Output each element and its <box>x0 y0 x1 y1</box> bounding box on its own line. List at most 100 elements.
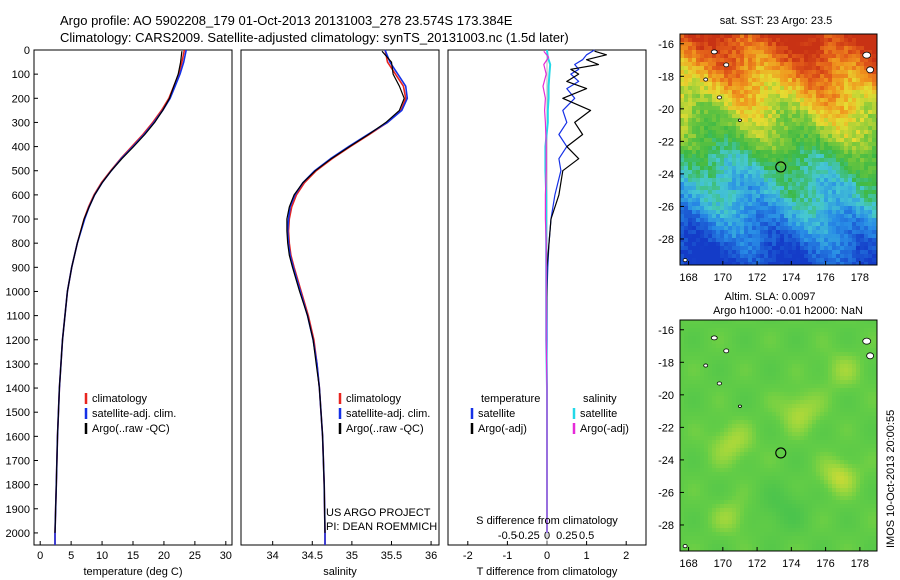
map-cell <box>680 54 685 59</box>
map-cell <box>836 444 841 449</box>
map-cell <box>688 436 693 441</box>
map-cell <box>688 348 693 353</box>
map-cell <box>856 360 861 365</box>
map-cell <box>764 190 769 195</box>
map-cell <box>700 38 705 43</box>
map-cell <box>792 368 797 373</box>
map-cell <box>696 146 701 151</box>
map-cell <box>688 198 693 203</box>
map-cell <box>684 210 689 215</box>
map-cell <box>848 134 853 139</box>
map-cell <box>872 254 877 259</box>
map-cell <box>708 98 713 103</box>
map-cell <box>832 448 837 453</box>
map-cell <box>836 364 841 369</box>
map-cell <box>688 396 693 401</box>
map-cell <box>732 428 737 433</box>
map-cell <box>780 348 785 353</box>
map-cell <box>868 142 873 147</box>
map-cell <box>716 54 721 59</box>
map-cell <box>780 392 785 397</box>
map-cell <box>680 352 685 357</box>
map-cell <box>712 142 717 147</box>
map-cell <box>760 384 765 389</box>
map-cell <box>868 126 873 131</box>
map-cell <box>696 246 701 251</box>
map-cell <box>828 214 833 219</box>
map-cell <box>716 110 721 115</box>
map-cell <box>856 416 861 421</box>
map-cell <box>852 464 857 469</box>
map-cell <box>840 440 845 445</box>
map-cell <box>684 356 689 361</box>
map-cell <box>840 74 845 79</box>
map-cell <box>800 54 805 59</box>
map-cell <box>824 210 829 215</box>
map-cell <box>836 150 841 155</box>
map-cell <box>704 328 709 333</box>
map-cell <box>760 456 765 461</box>
map-cell <box>752 324 757 329</box>
map-cell <box>836 178 841 183</box>
map-cell <box>872 94 877 99</box>
map-cell <box>716 142 721 147</box>
map-cell <box>680 368 685 373</box>
map-cell <box>776 372 781 377</box>
map-cell <box>784 464 789 469</box>
difference-lines <box>542 49 608 545</box>
map-cell <box>852 98 857 103</box>
map-cell <box>792 214 797 219</box>
map-cell <box>856 444 861 449</box>
map-cell <box>864 150 869 155</box>
map-cell <box>740 392 745 397</box>
map-cell <box>680 388 685 393</box>
t-difference-label: T difference from climatology <box>477 566 618 578</box>
map-cell <box>836 388 841 393</box>
map-cell <box>704 42 709 47</box>
map-cell <box>748 134 753 139</box>
map-cell <box>792 162 797 167</box>
map-cell <box>800 460 805 465</box>
map-cell <box>680 162 685 167</box>
map-cell <box>872 368 877 373</box>
map-cell <box>748 54 753 59</box>
map-cell <box>856 464 861 469</box>
map-cell <box>828 456 833 461</box>
map-cell <box>740 400 745 405</box>
map-cell <box>684 404 689 409</box>
map-cell <box>704 372 709 377</box>
map-cell <box>852 214 857 219</box>
map-cell <box>752 130 757 135</box>
map-cell <box>824 428 829 433</box>
map-cell <box>740 78 745 83</box>
map-cell <box>708 94 713 99</box>
map-cell <box>824 178 829 183</box>
map-cell <box>860 158 865 163</box>
map-cell <box>788 138 793 143</box>
map-cell <box>780 246 785 251</box>
map-cell <box>844 380 849 385</box>
map-cell <box>764 448 769 453</box>
map-cell <box>688 344 693 349</box>
map-cell <box>732 190 737 195</box>
map-cell <box>812 62 817 67</box>
map-cell <box>860 400 865 405</box>
map-cell <box>700 226 705 231</box>
map-cell <box>736 348 741 353</box>
map-cell <box>756 54 761 59</box>
map-cell <box>748 114 753 119</box>
map-cell <box>708 336 713 341</box>
map-cell <box>712 94 717 99</box>
map-cell <box>848 158 853 163</box>
map-cell <box>744 142 749 147</box>
map-cell <box>696 130 701 135</box>
x-tick-label: 0 <box>37 550 43 562</box>
map-cell <box>712 162 717 167</box>
map-cell <box>740 364 745 369</box>
map-cell <box>808 98 813 103</box>
map-cell <box>780 110 785 115</box>
map-cell <box>716 86 721 91</box>
map-cell <box>708 178 713 183</box>
map-cell <box>776 50 781 55</box>
map-cell <box>736 186 741 191</box>
